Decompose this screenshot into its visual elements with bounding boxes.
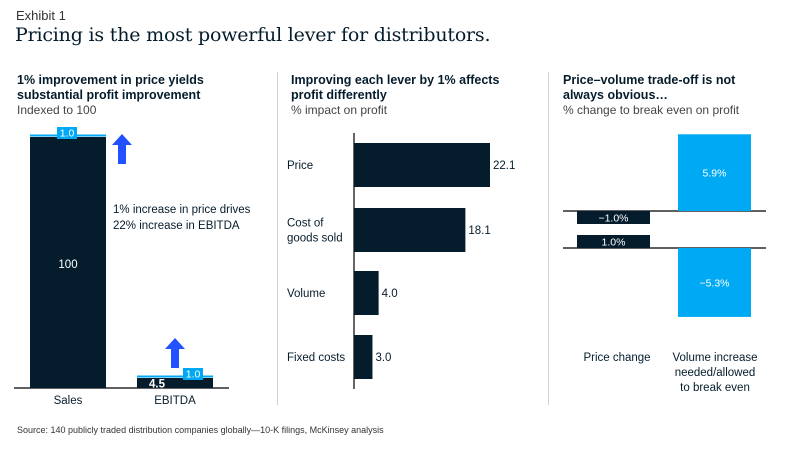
- chart-1: 1.0 100 Sales 1.0 4.5 EBITDA: [14, 127, 229, 407]
- bar-price: [354, 143, 490, 187]
- volume-change-label: 5.9%: [703, 168, 727, 180]
- up-arrow-icon: [165, 338, 185, 368]
- category-label: Price change: [583, 352, 650, 364]
- bar-cost-of-goods-sold: [354, 208, 466, 252]
- category-label: to break even: [680, 382, 750, 394]
- volume-change-label: −5.3%: [699, 277, 729, 289]
- price-change-bar: [577, 211, 650, 224]
- panel-1-header: 1% improvement in price yields substanti…: [17, 73, 267, 117]
- category-label: Fixed costs: [287, 352, 345, 364]
- exhibit-label: Exhibit 1: [16, 8, 66, 23]
- panel-3-subtitle: % change to break even on profit: [563, 103, 740, 117]
- increase-label-ebitda: 1.0: [186, 369, 201, 381]
- panel-1-annotation: 1% increase in price drives 22% increase…: [113, 204, 251, 232]
- panel-3-title: Price–volume trade-off is not always obv…: [563, 73, 736, 102]
- panel-3-header: Price–volume trade-off is not always obv…: [563, 73, 783, 117]
- value-label-ebitda: 4.5: [149, 379, 166, 391]
- category-label: goods sold: [287, 233, 343, 245]
- divider-left: [277, 72, 278, 405]
- increase-label-box-sales: [57, 127, 77, 139]
- price-change-bar: [577, 235, 650, 248]
- category-label: needed/allowed: [675, 367, 756, 379]
- category-label: Volume: [287, 288, 325, 300]
- category-label: Price: [287, 160, 313, 172]
- bar-fixed-costs: [354, 335, 373, 379]
- increase-label-box-ebitda: [183, 368, 203, 380]
- volume-change-bar: [678, 134, 751, 211]
- price-change-label: 1.0%: [602, 237, 626, 249]
- chart-2: 22.1 Price 18.1 Cost of goods sold 4.0 Volume 3…: [287, 133, 515, 389]
- value-label-sales: 100: [58, 259, 77, 271]
- page-title: Pricing is the most powerful lever for d…: [15, 24, 491, 46]
- value-label: 3.0: [375, 352, 391, 364]
- increase-label-sales: 1.0: [60, 128, 75, 140]
- category-label-ebitda: EBITDA: [154, 395, 196, 407]
- category-label: Cost of: [287, 218, 324, 230]
- panel-2-subtitle: % impact on profit: [291, 103, 388, 117]
- bar-ebitda: [137, 378, 213, 388]
- bar-volume: [354, 271, 379, 315]
- volume-change-bar: [678, 248, 751, 317]
- value-label: 22.1: [493, 160, 515, 172]
- price-change-label: −1.0%: [598, 213, 628, 225]
- panel-1-subtitle: Indexed to 100: [17, 103, 97, 117]
- category-label: Volume increase: [672, 352, 757, 364]
- panel-2-header: Improving each lever by 1% affects profi…: [291, 73, 541, 117]
- value-label: 4.0: [382, 288, 398, 300]
- bar-sales: [30, 137, 106, 388]
- category-label-sales: Sales: [54, 395, 83, 407]
- chart-3: −1.0% 5.9% 1.0% −5.3% Price change Volume inc…: [563, 134, 766, 394]
- panel-2-title: Improving each lever by 1% affects profi…: [291, 73, 500, 102]
- divider-right: [548, 72, 549, 405]
- panel-1-title: 1% improvement in price yields substanti…: [17, 73, 204, 102]
- source-note: Source: 140 publicly traded distribution…: [17, 425, 384, 435]
- value-label: 18.1: [468, 225, 490, 237]
- up-arrow-icon: [112, 134, 132, 164]
